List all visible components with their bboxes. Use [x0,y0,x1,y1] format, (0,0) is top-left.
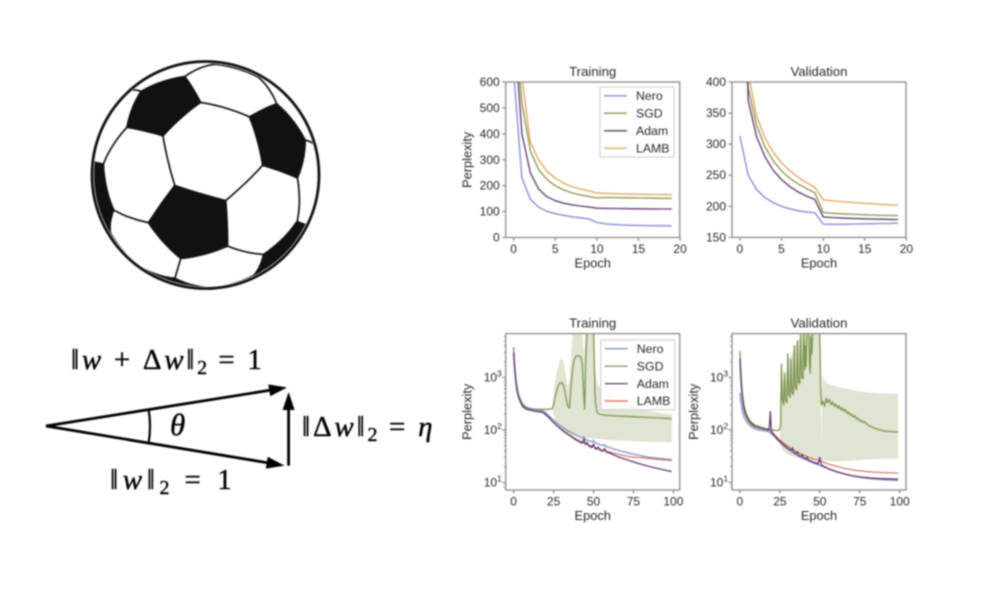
svg-text:250: 250 [706,168,726,182]
svg-text:0: 0 [737,495,744,509]
svg-text:0: 0 [510,495,517,509]
svg-text:15: 15 [632,242,646,256]
svg-text:400: 400 [706,75,726,89]
svg-text:Epoch: Epoch [575,256,611,271]
svg-text:200: 200 [706,199,726,213]
svg-text:SGD: SGD [636,107,663,121]
svg-text:100: 100 [663,495,683,509]
svg-text:300: 300 [480,153,500,167]
svg-text:10: 10 [817,242,831,256]
svg-text:Perplexity: Perplexity [460,131,475,188]
svg-text:Epoch: Epoch [575,508,611,523]
svg-text:0: 0 [737,242,744,256]
svg-text:100: 100 [890,495,910,509]
svg-text:Perplexity: Perplexity [460,383,475,440]
svg-text:Epoch: Epoch [801,508,837,523]
svg-text:75: 75 [627,495,641,509]
svg-text:5: 5 [552,242,559,256]
svg-text:‖w + Δw‖2 = 1: ‖w + Δw‖2 = 1 [71,344,265,379]
svg-text:‖w‖2 = 1: ‖w‖2 = 1 [110,464,236,499]
svg-text:500: 500 [480,101,500,115]
svg-text:200: 200 [480,179,500,193]
svg-text:θ: θ [170,407,185,442]
svg-text:Training: Training [569,316,616,331]
svg-text:LAMB: LAMB [637,394,671,408]
svg-text:50: 50 [813,495,827,509]
svg-text:150: 150 [706,230,726,244]
svg-text:300: 300 [706,137,726,151]
svg-text:400: 400 [480,127,500,141]
svg-text:LAMB: LAMB [636,141,670,155]
svg-text:Nero: Nero [636,89,663,103]
svg-text:5: 5 [778,242,785,256]
svg-text:Validation: Validation [791,316,848,331]
svg-text:600: 600 [480,75,500,89]
svg-text:25: 25 [773,495,787,509]
svg-text:25: 25 [547,495,561,509]
svg-text:50: 50 [587,495,601,509]
svg-text:Validation: Validation [791,64,848,79]
svg-text:10: 10 [590,242,604,256]
svg-text:Training: Training [569,64,616,79]
svg-text:100: 100 [480,205,500,219]
svg-text:Adam: Adam [636,124,668,138]
svg-text:20: 20 [900,242,914,256]
svg-text:‖Δw‖2 = η: ‖Δw‖2 = η [302,411,435,446]
svg-text:0: 0 [493,231,500,245]
svg-text:Nero: Nero [637,342,664,356]
svg-text:SGD: SGD [637,359,664,373]
svg-text:Epoch: Epoch [801,255,837,270]
svg-text:0: 0 [510,242,517,256]
svg-text:20: 20 [673,242,687,256]
svg-text:350: 350 [706,106,726,120]
svg-text:Adam: Adam [637,377,669,391]
svg-text:15: 15 [858,242,872,256]
svg-text:75: 75 [853,495,867,509]
svg-text:Perplexity: Perplexity [686,383,701,440]
